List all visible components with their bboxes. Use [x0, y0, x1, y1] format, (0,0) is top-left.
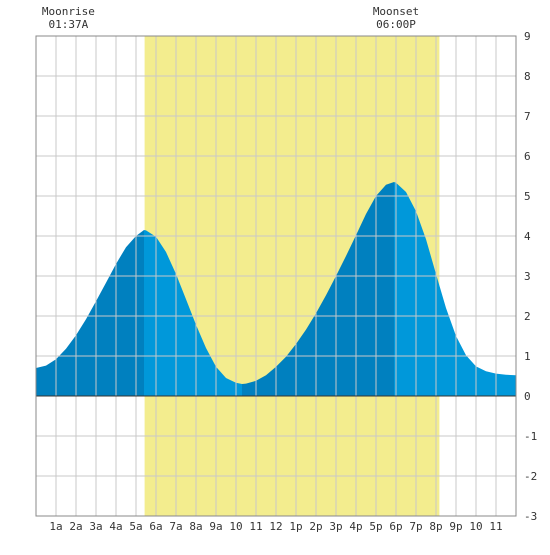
x-tick-label: 7a	[169, 520, 182, 533]
x-tick-label: 1a	[49, 520, 62, 533]
y-tick-label: 1	[524, 350, 531, 363]
y-tick-label: 7	[524, 110, 531, 123]
y-tick-label: 9	[524, 30, 531, 43]
y-tick-label: 5	[524, 190, 531, 203]
x-tick-label: 8p	[429, 520, 442, 533]
y-tick-label: 3	[524, 270, 531, 283]
x-tick-label: 3p	[329, 520, 342, 533]
y-tick-label: 2	[524, 310, 531, 323]
y-tick-label: 6	[524, 150, 531, 163]
moonrise-label: Moonrise	[42, 5, 95, 18]
plot-frame	[35, 35, 517, 517]
moonset-label: Moonset	[373, 5, 419, 18]
x-tick-label: 8a	[189, 520, 202, 533]
x-tick-label: 11	[249, 520, 262, 533]
y-tick-label: -3	[524, 510, 537, 523]
y-tick-label: 8	[524, 70, 531, 83]
x-tick-label: 11	[489, 520, 502, 533]
x-tick-label: 5a	[129, 520, 142, 533]
tide-area-segment	[144, 230, 242, 396]
tide-area-segment	[36, 230, 144, 396]
x-tick-label: 5p	[369, 520, 382, 533]
y-tick-label: 0	[524, 390, 531, 403]
moonrise-time: 01:37A	[49, 18, 89, 31]
x-tick-label: 12	[269, 520, 282, 533]
tide-area-segment	[394, 182, 516, 396]
x-tick-label: 2p	[309, 520, 322, 533]
moonset-time: 06:00P	[376, 18, 416, 31]
x-tick-label: 9p	[449, 520, 462, 533]
x-tick-label: 10	[469, 520, 482, 533]
x-tick-label: 6a	[149, 520, 162, 533]
x-tick-label: 6p	[389, 520, 402, 533]
y-tick-label: 4	[524, 230, 531, 243]
x-tick-label: 4p	[349, 520, 362, 533]
x-tick-label: 2a	[69, 520, 82, 533]
x-tick-label: 1p	[289, 520, 302, 533]
y-tick-label: -2	[524, 470, 537, 483]
x-tick-label: 10	[229, 520, 242, 533]
y-tick-label: -1	[524, 430, 537, 443]
x-tick-label: 7p	[409, 520, 422, 533]
x-tick-label: 4a	[109, 520, 122, 533]
x-tick-label: 9a	[209, 520, 222, 533]
x-tick-label: 3a	[89, 520, 102, 533]
